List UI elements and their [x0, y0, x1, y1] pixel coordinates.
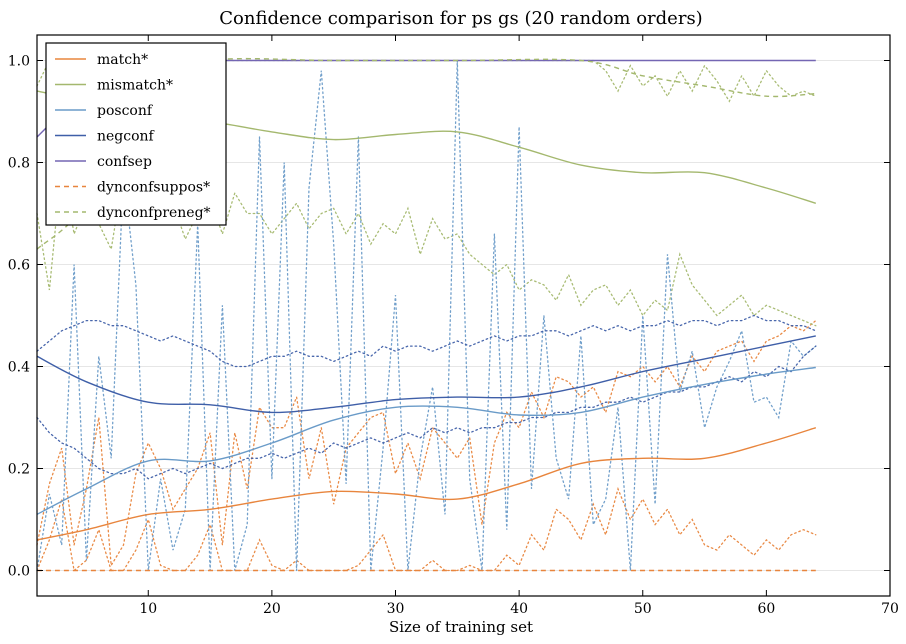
legend-box — [45, 42, 227, 226]
x-axis-label: Size of training set — [389, 618, 533, 636]
legend-label-6: dynconfpreneg* — [97, 205, 211, 221]
x-tick-label: 50 — [634, 601, 652, 617]
y-tick-label: 0.6 — [8, 258, 30, 274]
x-tick-label: 40 — [510, 601, 528, 617]
axis-ticks: 10 20 30 40 50 60 70 0.0 0.2 0.4 0.6 0.8 1.0 — [8, 35, 899, 617]
band-line-6 — [36, 314, 817, 368]
x-tick-label: 10 — [139, 601, 157, 617]
x-tick-label: 60 — [757, 601, 775, 617]
band-line-0 — [36, 319, 817, 568]
series-line-2 — [36, 366, 816, 516]
plot-frame — [36, 34, 891, 597]
legend-label-1: mismatch* — [97, 78, 173, 94]
y-tick-label: 0.0 — [8, 564, 30, 580]
y-tick-label: 0.2 — [8, 462, 30, 478]
y-tick-label: 0.8 — [8, 156, 30, 172]
band-line-2 — [36, 162, 817, 327]
x-tick-label: 70 — [881, 601, 899, 617]
band-line-5 — [36, 345, 817, 480]
series-line-0 — [36, 427, 817, 541]
legend-label-0: match* — [97, 52, 148, 68]
band-line-4 — [36, 60, 817, 572]
x-tick-label: 20 — [263, 601, 281, 617]
y-tick-label: 1.0 — [8, 54, 30, 70]
legend-label-2: posconf — [97, 103, 154, 119]
legend-label-5: dynconfsuppos* — [97, 180, 210, 196]
legend-label-3: negconf — [97, 129, 156, 145]
series-line-3 — [36, 335, 816, 414]
band-line-1 — [36, 486, 817, 572]
chart-title: Confidence comparison for ps gs (20 rand… — [219, 8, 702, 29]
legend: match* mismatch* posconf negconf confsep dync… — [45, 42, 227, 226]
y-tick-label: 0.4 — [8, 360, 30, 376]
legend-label-4: confsep — [97, 154, 152, 170]
x-tick-label: 30 — [387, 601, 405, 617]
